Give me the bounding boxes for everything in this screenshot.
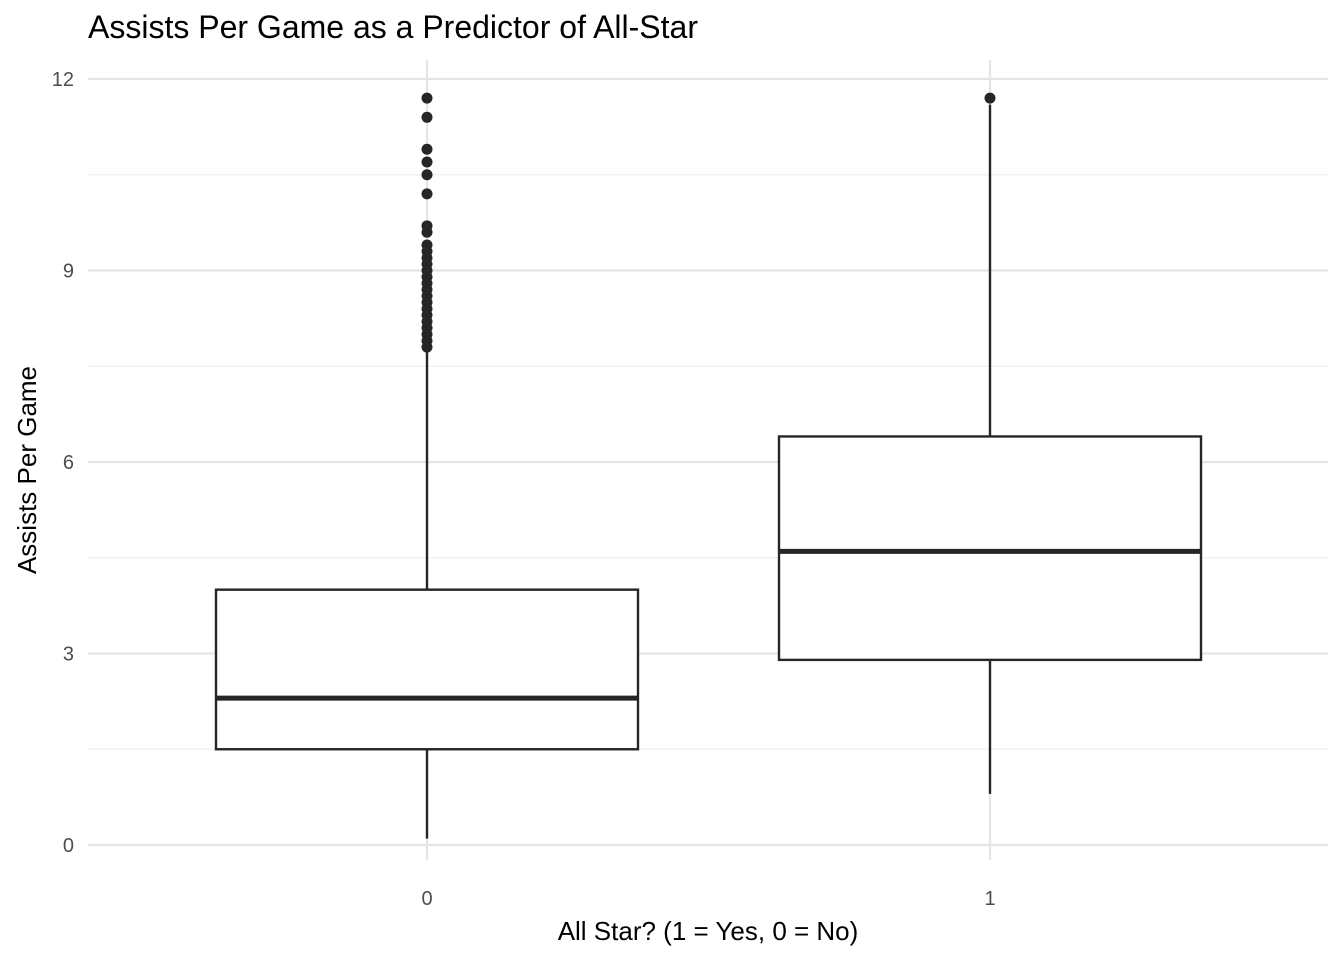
outlier-point — [421, 143, 433, 155]
outlier-point — [421, 92, 433, 104]
y-tick-label: 3 — [63, 644, 74, 666]
outlier-point — [421, 239, 433, 251]
boxes — [214, 92, 1203, 839]
y-ticks: 0 3 6 9 12 — [52, 69, 74, 857]
outlier-point — [421, 169, 433, 181]
box-group — [214, 92, 640, 839]
outlier-point — [984, 92, 996, 104]
box — [214, 588, 640, 751]
y-tick-label: 9 — [63, 261, 74, 283]
chart-title: Assists Per Game as a Predictor of All-S… — [88, 9, 698, 45]
y-tick-label: 6 — [63, 452, 74, 474]
x-axis-title: All Star? (1 = Yes, 0 = No) — [558, 916, 859, 946]
x-tick-label: 0 — [421, 888, 432, 910]
box-group — [777, 92, 1203, 794]
y-tick-label: 12 — [52, 69, 74, 91]
outlier-point — [421, 156, 433, 168]
y-tick-label: 0 — [63, 835, 74, 857]
x-tick-label: 1 — [984, 888, 995, 910]
box — [777, 435, 1203, 662]
outlier-point — [421, 111, 433, 123]
outlier-point — [421, 188, 433, 200]
outlier-point — [421, 220, 433, 232]
y-axis-title: Assists Per Game — [12, 366, 42, 574]
